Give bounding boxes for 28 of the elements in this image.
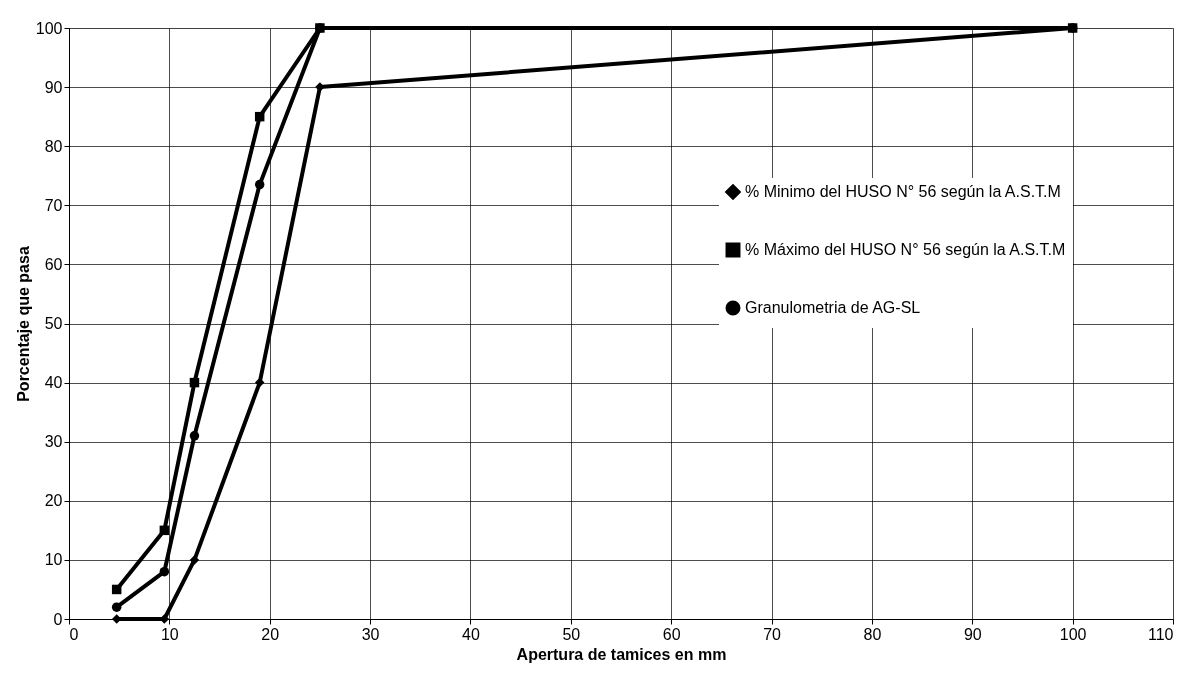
x-tick-label: 20 <box>261 625 280 643</box>
y-axis-title: Porcentaje que pasa <box>14 246 32 402</box>
x-tick-label: 100 <box>1059 625 1087 643</box>
x-axis-title: Apertura de tamices en mm <box>516 645 727 663</box>
x-tick-label: 30 <box>361 625 380 643</box>
y-tick-label: 90 <box>44 78 63 96</box>
y-tick-label: 10 <box>44 551 63 569</box>
legend-label: % Minimo del HUSO N° 56 según la A.S.T.M <box>745 183 1061 200</box>
y-tick-label: 60 <box>44 255 63 273</box>
y-tick-label: 50 <box>44 315 63 332</box>
x-tick-label: 70 <box>763 625 782 643</box>
x-tick-label: 0 <box>69 625 79 643</box>
x-tick-label: 50 <box>562 625 581 643</box>
x-tick-label: 10 <box>160 625 179 643</box>
x-tick-label: 90 <box>963 625 982 643</box>
y-tick-label: 100 <box>35 19 63 37</box>
y-tick-label: 0 <box>53 610 63 628</box>
legend-label: % Máximo del HUSO N° 56 según la A.S.T.M <box>745 241 1066 258</box>
x-tick-label: 40 <box>462 625 480 643</box>
y-tick-label: 70 <box>44 196 63 214</box>
x-tick-label: 60 <box>662 625 681 643</box>
y-tick-label: 80 <box>44 137 63 155</box>
y-tick-label: 40 <box>44 374 63 392</box>
legend-label: Granulometria de AG-SL <box>745 299 921 316</box>
x-tick-label: 110 <box>1147 625 1174 643</box>
x-tick-label: 80 <box>863 625 882 643</box>
y-tick-label: 20 <box>44 492 63 510</box>
y-tick-label: 30 <box>44 433 63 451</box>
